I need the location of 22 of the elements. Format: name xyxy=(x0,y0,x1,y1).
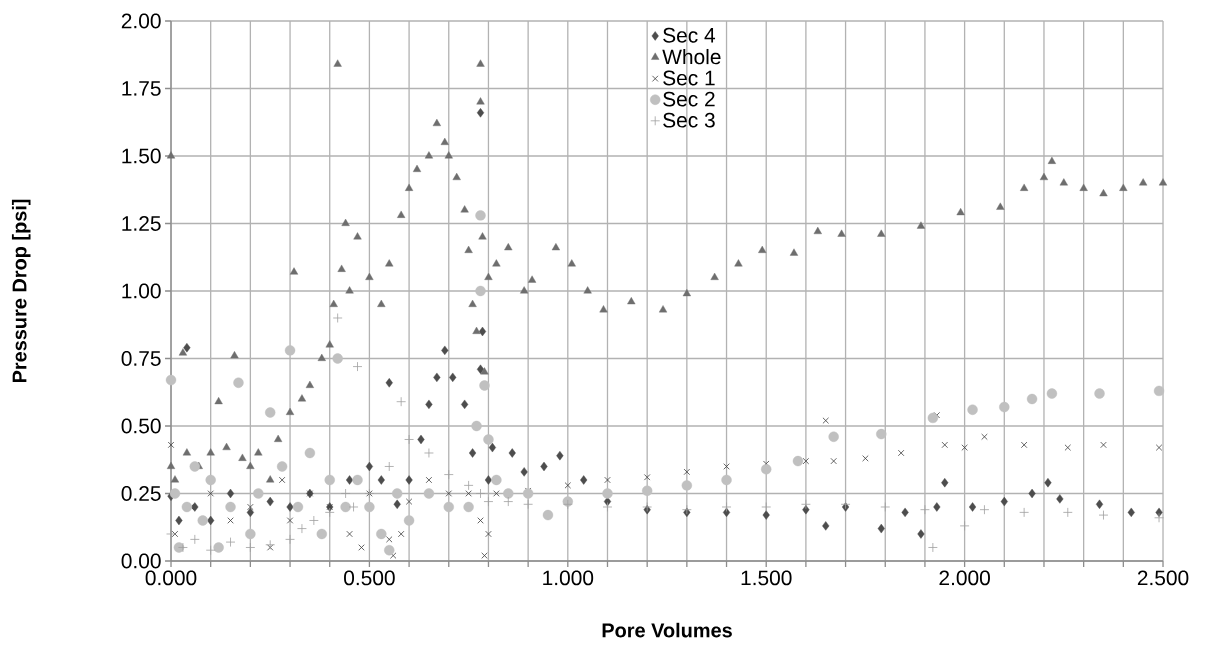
legend-label: Sec 4 xyxy=(663,27,716,43)
x-tick-label: 1.500 xyxy=(741,570,792,586)
y-tick-label: 2.00 xyxy=(121,13,161,29)
x-axis-title: Pore Volumes xyxy=(602,622,732,638)
x-tick-label: 2.500 xyxy=(1137,570,1189,586)
y-tick-label: 1.50 xyxy=(122,148,161,164)
y-tick-label: 0.00 xyxy=(121,553,161,569)
y-tick-label: 0.25 xyxy=(121,486,161,501)
y-tick-label: 0.50 xyxy=(121,418,161,434)
x-tick-label: 2.000 xyxy=(939,570,990,586)
y-tick-label: 0.75 xyxy=(121,351,161,366)
legend-label: Sec 3 xyxy=(663,112,715,128)
y-tick-label: 1.25 xyxy=(122,216,161,231)
x-tick-label: 0.500 xyxy=(344,570,395,586)
legend-label: Sec 1 xyxy=(663,70,715,86)
legend-label: Whole xyxy=(662,48,721,65)
legend-label: Sec 2 xyxy=(663,91,715,107)
y-axis-title: Pressure Drop [psi] xyxy=(11,199,31,383)
x-tick-label: 1.000 xyxy=(543,570,594,586)
y-tick-label: 1.00 xyxy=(122,283,161,299)
x-tick-label: 0.000 xyxy=(145,570,197,586)
y-tick-label: 1.75 xyxy=(122,81,161,96)
